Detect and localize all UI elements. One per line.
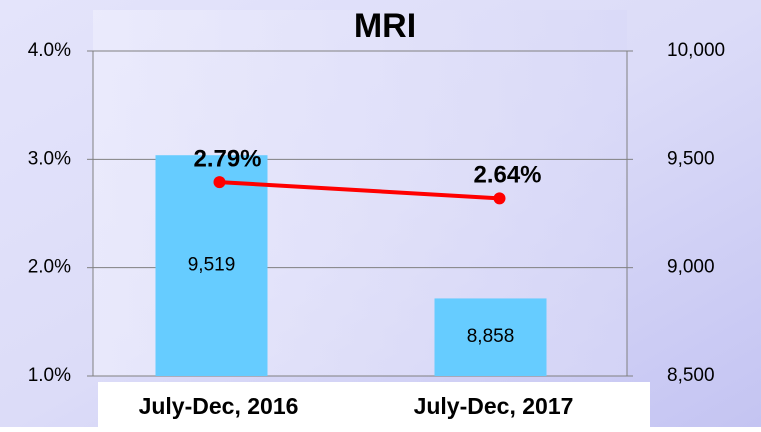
bar-value-label: 9,519 <box>188 255 236 276</box>
y2-tick-label: 8,500 <box>667 365 715 386</box>
y2-tick-label: 9,500 <box>667 148 715 169</box>
bar-value-label: 8,858 <box>467 326 515 347</box>
x-tick-label: July-Dec, 2017 <box>414 393 574 419</box>
y-tick-label: 3.0% <box>28 148 71 169</box>
y-tick-label: 1.0% <box>28 365 71 386</box>
y-tick-label: 4.0% <box>28 40 71 61</box>
chart-title: MRI <box>354 7 416 45</box>
x-tick-label: July-Dec, 2016 <box>139 393 299 419</box>
bar <box>434 298 547 376</box>
line-value-label: 2.64% <box>473 162 541 189</box>
category-box <box>98 382 650 427</box>
bar <box>155 155 268 376</box>
line <box>219 180 500 201</box>
y-tick-label: 2.0% <box>28 257 71 278</box>
line-value-label: 2.79% <box>193 145 261 172</box>
line-point <box>493 192 506 205</box>
y2-tick-label: 9,000 <box>667 257 715 278</box>
line-point <box>213 176 226 189</box>
y2-tick-label: 10,000 <box>667 40 725 61</box>
